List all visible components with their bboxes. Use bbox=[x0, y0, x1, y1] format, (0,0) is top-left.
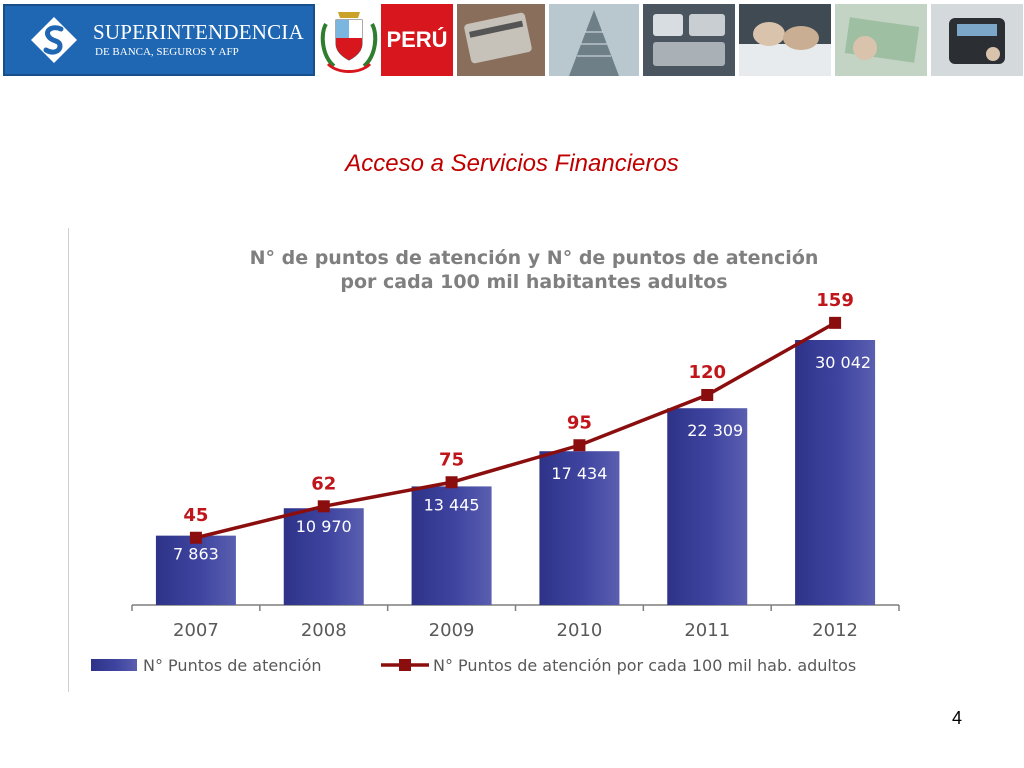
coat-of-arms-icon bbox=[320, 12, 378, 73]
country-label: PERÚ bbox=[381, 4, 453, 76]
line-marker bbox=[701, 389, 714, 401]
bar-value-label: 17 434 bbox=[551, 464, 607, 483]
line-value-label: 159 bbox=[816, 290, 854, 311]
header-banner: SUPERINTENDENCIA DE BANCA, SEGUROS Y AFP… bbox=[0, 0, 1024, 80]
x-tick-label: 2008 bbox=[301, 620, 347, 641]
legend-line-marker bbox=[399, 659, 411, 671]
bar bbox=[155, 535, 236, 605]
sbs-diamond-icon bbox=[31, 17, 77, 63]
chart-container: N° de puntos de atención y N° de puntos … bbox=[68, 228, 949, 692]
line-value-label: 45 bbox=[183, 505, 208, 526]
bar bbox=[667, 408, 748, 605]
bar-value-label: 30 042 bbox=[815, 353, 871, 372]
bar bbox=[795, 340, 876, 605]
photo-credit-card bbox=[457, 4, 545, 76]
line-value-label: 120 bbox=[688, 362, 726, 383]
photo-handshake bbox=[739, 4, 831, 76]
page-number: 4 bbox=[951, 708, 962, 728]
line-marker bbox=[573, 439, 586, 452]
line-value-label: 62 bbox=[311, 473, 336, 494]
line-marker bbox=[317, 500, 330, 513]
x-tick-label: 2012 bbox=[812, 620, 858, 641]
logo-subtitle: DE BANCA, SEGUROS Y AFP bbox=[95, 46, 239, 58]
legend-line-label: N° Puntos de atención por cada 100 mil h… bbox=[433, 656, 856, 675]
bar bbox=[283, 508, 364, 605]
bar-value-label: 7 863 bbox=[173, 545, 219, 564]
bar-value-label: 22 309 bbox=[687, 421, 743, 440]
bar bbox=[539, 451, 620, 605]
chart-legend: N° Puntos de atención N° Puntos de atenci… bbox=[91, 656, 856, 675]
peru-coat-of-arms bbox=[318, 4, 380, 76]
x-tick-label: 2010 bbox=[557, 620, 603, 641]
logo-name: SUPERINTENDENCIA bbox=[93, 20, 304, 44]
line-marker bbox=[445, 476, 458, 489]
photo-pos-terminal bbox=[931, 4, 1023, 76]
line-marker bbox=[829, 316, 842, 329]
line-marker bbox=[189, 531, 202, 544]
legend-bar-swatch bbox=[91, 659, 137, 671]
line-series bbox=[195, 321, 836, 540]
x-tick-label: 2011 bbox=[684, 620, 730, 641]
x-tick-label: 2009 bbox=[429, 620, 475, 641]
photo-money bbox=[835, 4, 927, 76]
bar-value-label: 13 445 bbox=[424, 495, 480, 514]
photo-keyboard bbox=[643, 4, 735, 76]
line-value-label: 95 bbox=[567, 412, 592, 433]
bar-line-chart: N° de puntos de atención y N° de puntos … bbox=[91, 247, 900, 675]
legend-bar-label: N° Puntos de atención bbox=[143, 656, 322, 675]
chart-title-line2: por cada 100 mil habitantes adultos bbox=[340, 271, 727, 293]
bar bbox=[411, 486, 492, 605]
line-value-label: 75 bbox=[439, 449, 464, 470]
plot-area: 7 863 2007 10 970 2008 13 445 2009 17 434 2010 2… bbox=[131, 290, 900, 641]
x-tick-label: 2007 bbox=[173, 620, 219, 641]
slide-title: Acceso a Servicios Financieros bbox=[345, 150, 679, 177]
sbs-logo: SUPERINTENDENCIA DE BANCA, SEGUROS Y AFP bbox=[3, 4, 315, 76]
bar-value-label: 10 970 bbox=[296, 517, 352, 536]
chart-title-line1: N° de puntos de atención y N° de puntos … bbox=[250, 247, 819, 269]
photo-building bbox=[549, 4, 639, 76]
